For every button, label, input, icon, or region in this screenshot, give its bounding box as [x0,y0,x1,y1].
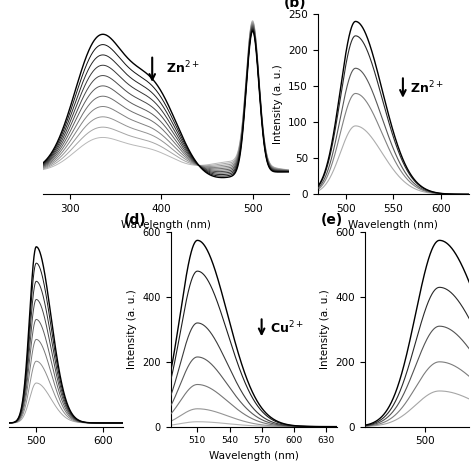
Text: (d): (d) [124,213,147,228]
Text: (e): (e) [321,213,344,228]
Y-axis label: Intensity (a. u.): Intensity (a. u.) [320,290,330,369]
Text: Cu$^{2+}$: Cu$^{2+}$ [270,319,304,336]
Text: (b): (b) [284,0,307,10]
Y-axis label: Intensity (a. u.): Intensity (a. u.) [273,64,283,144]
X-axis label: Wavelength (nm): Wavelength (nm) [121,219,211,229]
Text: Zn$^{2+}$: Zn$^{2+}$ [410,80,444,96]
X-axis label: Wavelength (nm): Wavelength (nm) [209,451,299,461]
Y-axis label: Intensity (a. u.): Intensity (a. u.) [127,290,137,369]
X-axis label: Wavelength (nm): Wavelength (nm) [348,219,438,229]
Text: Zn$^{2+}$: Zn$^{2+}$ [166,60,200,77]
